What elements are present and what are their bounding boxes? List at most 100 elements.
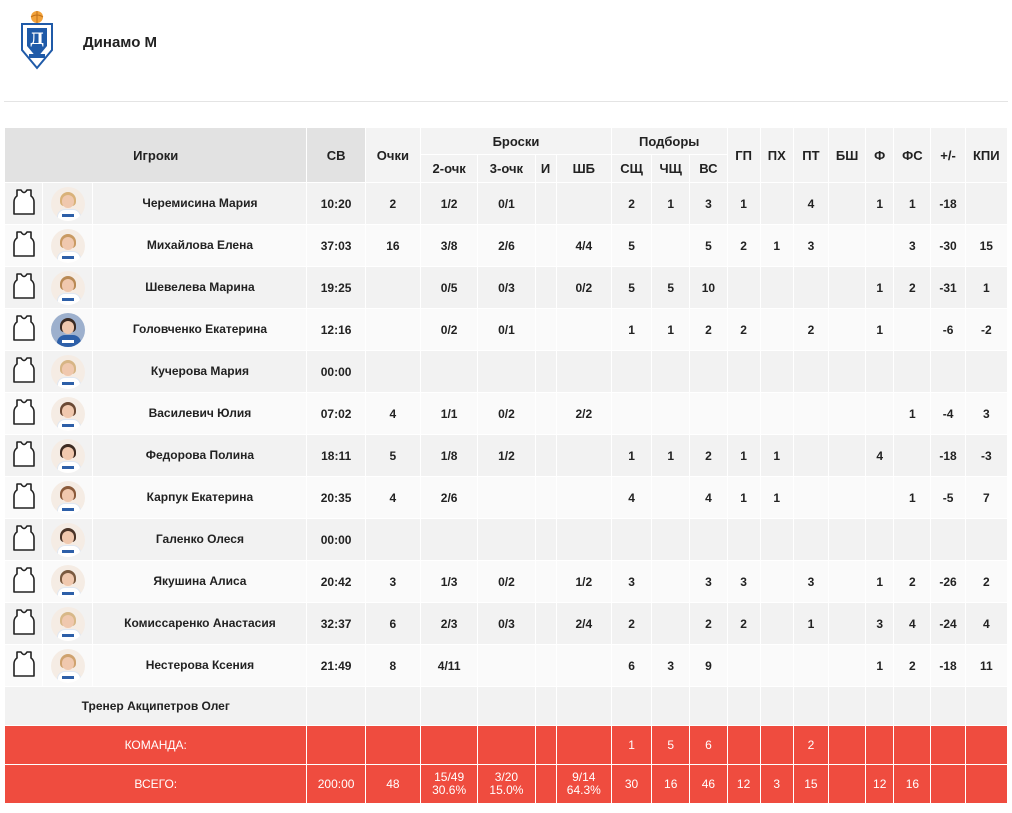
total-stat-sv: 200:00 xyxy=(306,764,366,804)
header-dreb[interactable]: ЧЩ xyxy=(651,154,691,183)
player-name[interactable]: Галенко Олеся xyxy=(92,518,308,561)
stat-f: 1 xyxy=(865,644,895,687)
total-three-made: 3/20 xyxy=(494,770,519,784)
jersey-icon xyxy=(3,434,44,477)
player-name[interactable]: Якушина Алиса xyxy=(92,560,308,603)
stat-eff: 1 xyxy=(964,266,1009,309)
avatar[interactable] xyxy=(50,270,85,305)
header-ft[interactable]: ШБ xyxy=(555,154,612,183)
player-row[interactable]: Якушина Алиса 20:42 3 1/3 0/2 1/2 3 3 3 3 1 2 -26 2 xyxy=(3,560,1009,603)
stat-tov xyxy=(792,392,830,435)
stat-ast: 2 xyxy=(726,308,761,351)
stat-pm: -24 xyxy=(930,602,966,645)
player-row[interactable]: Галенко Олеся 00:00 xyxy=(3,518,1009,561)
player-row[interactable]: Михайлова Елена 37:03 16 3/8 2/6 4/4 5 5 2 1 3 3 -30… xyxy=(3,224,1009,267)
stat-blk xyxy=(827,476,867,519)
player-name[interactable]: Карпук Екатерина xyxy=(92,476,308,519)
player-photo[interactable] xyxy=(42,392,94,435)
stat-eff: 15 xyxy=(964,224,1009,267)
header-points[interactable]: Очки xyxy=(364,127,422,183)
header-three[interactable]: 3-очк xyxy=(477,154,536,183)
total-row-label: ВСЕГО: xyxy=(3,764,308,804)
player-photo[interactable] xyxy=(42,308,94,351)
coach-name: Тренер Акципетров Олег xyxy=(3,686,308,726)
player-name[interactable]: Василевич Юлия xyxy=(92,392,308,435)
player-photo[interactable] xyxy=(42,182,94,225)
avatar[interactable] xyxy=(50,606,85,641)
player-photo[interactable] xyxy=(42,350,94,393)
header-oreb[interactable]: СЩ xyxy=(610,154,653,183)
stat-f: 3 xyxy=(865,602,895,645)
header-pm[interactable]: +/- xyxy=(930,127,966,183)
team-row-label: КОМАНДА: xyxy=(3,725,308,765)
player-photo[interactable] xyxy=(42,644,94,687)
player-row[interactable]: Кучерова Мария 00:00 xyxy=(3,350,1009,393)
jersey-icon xyxy=(3,224,44,267)
stat-i xyxy=(534,518,557,561)
team-stat-fs xyxy=(893,725,932,765)
stat-eff: 7 xyxy=(964,476,1009,519)
header-i[interactable]: И xyxy=(534,154,557,183)
player-name[interactable]: Нестерова Ксения xyxy=(92,644,308,687)
player-row[interactable]: Шевелева Марина 19:25 0/5 0/3 0/2 5 5 10 1 2 -31 1 xyxy=(3,266,1009,309)
stat-sv: 00:00 xyxy=(306,350,366,393)
avatar[interactable] xyxy=(50,312,85,347)
avatar[interactable] xyxy=(50,228,85,263)
player-photo[interactable] xyxy=(42,560,94,603)
player-photo[interactable] xyxy=(42,224,94,267)
header-players[interactable]: Игроки xyxy=(3,127,308,183)
player-row[interactable]: Василевич Юлия 07:02 4 1/1 0/2 2/2 1 -4 3 xyxy=(3,392,1009,435)
player-row[interactable]: Комиссаренко Анастасия 32:37 6 2/3 0/3 2/4 2 2 2… xyxy=(3,602,1009,645)
player-row[interactable]: Головченко Екатерина 12:16 0/2 0/1 1 1 2 2 2 1 -6-… xyxy=(3,308,1009,351)
player-name[interactable]: Головченко Екатерина xyxy=(92,308,308,351)
player-row[interactable]: Черемисина Мария 10:20 2 1/2 0/1 2 1 3 1 4 1 1 -18 xyxy=(3,182,1009,225)
player-name[interactable]: Черемисина Мария xyxy=(92,182,308,225)
avatar[interactable] xyxy=(50,522,85,557)
header-fs[interactable]: ФС xyxy=(893,127,932,183)
header-f[interactable]: Ф xyxy=(865,127,895,183)
header-blk[interactable]: БШ xyxy=(827,127,867,183)
player-photo[interactable] xyxy=(42,434,94,477)
header-sv[interactable]: СВ xyxy=(306,127,366,183)
stat-ast: 1 xyxy=(726,476,761,519)
player-row[interactable]: Нестерова Ксения 21:49 8 4/11 6 3 9 1 2 -18 11 xyxy=(3,644,1009,687)
player-name[interactable]: Федорова Полина xyxy=(92,434,308,477)
player-name[interactable]: Михайлова Елена xyxy=(92,224,308,267)
player-row[interactable]: Федорова Полина 18:11 5 1/8 1/2 1 1 2 1 1 4 -18 -3 xyxy=(3,434,1009,477)
player-row[interactable]: Карпук Екатерина 20:35 4 2/6 4 4 1 1 1 -5 7 xyxy=(3,476,1009,519)
player-name[interactable]: Шевелева Марина xyxy=(92,266,308,309)
avatar[interactable] xyxy=(50,648,85,683)
stat-dreb xyxy=(651,392,691,435)
avatar[interactable] xyxy=(50,438,85,473)
stat-two: 0/5 xyxy=(420,266,479,309)
avatar[interactable] xyxy=(50,480,85,515)
stat-i xyxy=(534,392,557,435)
header-eff[interactable]: КПИ xyxy=(964,127,1009,183)
team-stat-pm xyxy=(930,725,966,765)
player-photo[interactable] xyxy=(42,266,94,309)
stat-eff: -2 xyxy=(964,308,1009,351)
stat-oreb: 1 xyxy=(610,434,653,477)
team-name: Динамо М xyxy=(83,34,158,51)
header-stl[interactable]: ПХ xyxy=(759,127,794,183)
stat-stl xyxy=(759,518,794,561)
coach-empty-cell xyxy=(865,686,895,726)
player-photo[interactable] xyxy=(42,518,94,561)
stat-eff xyxy=(964,350,1009,393)
stat-fs: 2 xyxy=(893,560,932,603)
stat-f: 1 xyxy=(865,266,895,309)
player-name[interactable]: Кучерова Мария xyxy=(92,350,308,393)
avatar[interactable] xyxy=(50,564,85,599)
avatar[interactable] xyxy=(50,396,85,431)
stat-fs xyxy=(893,434,932,477)
stat-pts: 16 xyxy=(364,224,422,267)
avatar[interactable] xyxy=(50,354,85,389)
player-photo[interactable] xyxy=(42,602,94,645)
player-photo[interactable] xyxy=(42,476,94,519)
player-name[interactable]: Комиссаренко Анастасия xyxy=(92,602,308,645)
header-tov[interactable]: ПТ xyxy=(792,127,830,183)
header-two[interactable]: 2-очк xyxy=(420,154,479,183)
avatar[interactable] xyxy=(50,186,85,221)
header-ast[interactable]: ГП xyxy=(726,127,761,183)
header-treb[interactable]: ВС xyxy=(689,154,728,183)
